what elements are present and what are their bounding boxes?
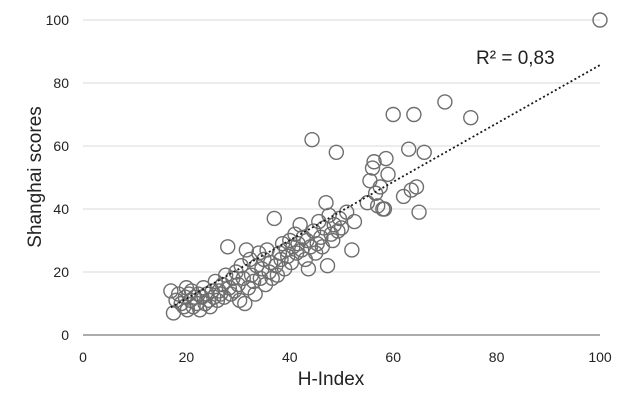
data-point — [346, 213, 363, 230]
data-point — [372, 179, 388, 195]
y-tick-label: 40 — [53, 201, 69, 217]
data-point — [406, 106, 422, 123]
data-point — [330, 223, 346, 239]
data-point — [319, 258, 336, 274]
data-point — [385, 106, 401, 123]
x-tick-label: 0 — [79, 349, 87, 365]
data-point — [592, 12, 608, 28]
data-point — [333, 220, 350, 236]
data-point — [408, 179, 425, 195]
data-point — [237, 295, 253, 312]
data-point — [220, 239, 236, 255]
data-point — [364, 160, 381, 176]
y-tick-label: 20 — [53, 264, 69, 280]
data-point — [163, 283, 179, 299]
x-tick-label: 20 — [179, 349, 195, 365]
y-axis-label: Shanghai scores — [25, 106, 46, 248]
data-point — [362, 172, 378, 189]
data-point — [271, 245, 288, 261]
data-point — [235, 270, 251, 286]
data-point — [321, 207, 337, 224]
y-tick-label: 60 — [53, 138, 69, 154]
gridlines — [83, 19, 600, 273]
y-tick-label: 100 — [46, 12, 70, 28]
data-point — [325, 232, 341, 249]
data-point — [247, 286, 263, 302]
data-point — [411, 204, 427, 220]
x-tick-label: 100 — [588, 349, 612, 365]
data-point — [416, 144, 432, 161]
data-points — [163, 12, 608, 321]
data-point — [304, 131, 320, 148]
y-tick-label: 80 — [53, 75, 69, 91]
axes: 0 20 40 60 80 100 0 20 40 60 80 100 — [46, 12, 612, 365]
data-point — [273, 251, 289, 268]
data-point — [344, 242, 360, 258]
data-point — [238, 242, 255, 258]
x-tick-label: 80 — [489, 349, 505, 365]
data-point — [366, 154, 382, 170]
data-point — [328, 144, 345, 161]
labels: H-Index Shanghai scores R² = 0,83 — [25, 48, 555, 390]
trendline-layer — [170, 64, 601, 309]
data-point — [359, 194, 376, 211]
y-tick-label: 0 — [61, 327, 69, 343]
data-point — [437, 94, 453, 110]
data-point — [165, 305, 182, 321]
data-point — [313, 229, 329, 246]
data-point — [318, 194, 334, 211]
data-point — [245, 273, 262, 290]
x-tick-label: 60 — [385, 349, 401, 365]
trendline — [170, 64, 601, 309]
data-point — [463, 109, 479, 126]
data-point — [401, 141, 417, 157]
data-point — [266, 210, 282, 227]
x-axis-label: H-Index — [298, 369, 365, 389]
data-point — [300, 261, 317, 277]
x-tick-label: 40 — [282, 349, 298, 365]
data-point — [378, 150, 394, 167]
data-point — [376, 201, 393, 217]
r-squared-annotation: R² = 0,83 — [476, 48, 555, 69]
data-point — [380, 166, 396, 183]
